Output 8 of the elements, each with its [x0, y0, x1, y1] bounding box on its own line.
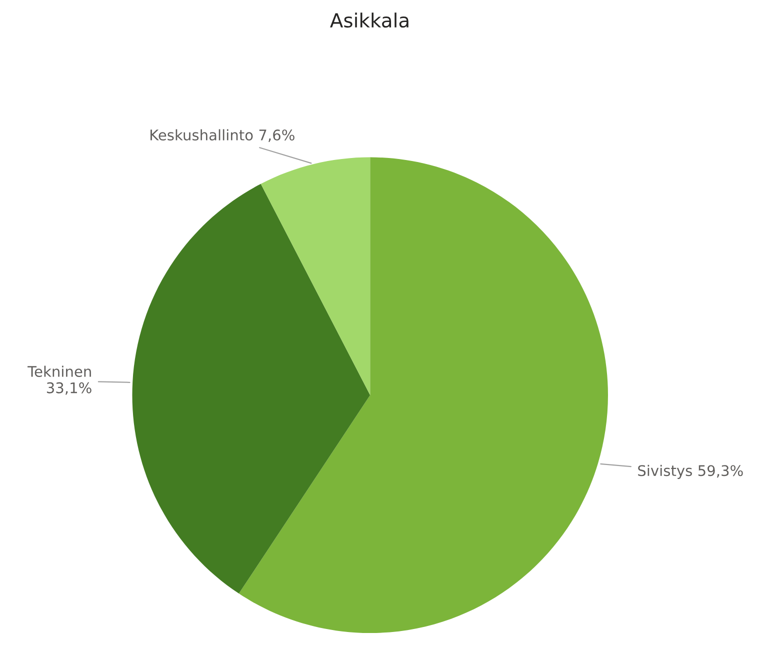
pie-slice	[260, 157, 370, 396]
pie-slice	[132, 184, 370, 594]
data-label: 33,1%	[46, 382, 92, 395]
chart-title: Asikkala	[330, 12, 408, 28]
pie-slice	[238, 157, 608, 634]
slice-label: Sivistys 59,3%	[638, 464, 743, 479]
slice-label: Keskushallinto 7,6%	[150, 129, 294, 142]
slice-label: Tekninen	[28, 366, 91, 377]
